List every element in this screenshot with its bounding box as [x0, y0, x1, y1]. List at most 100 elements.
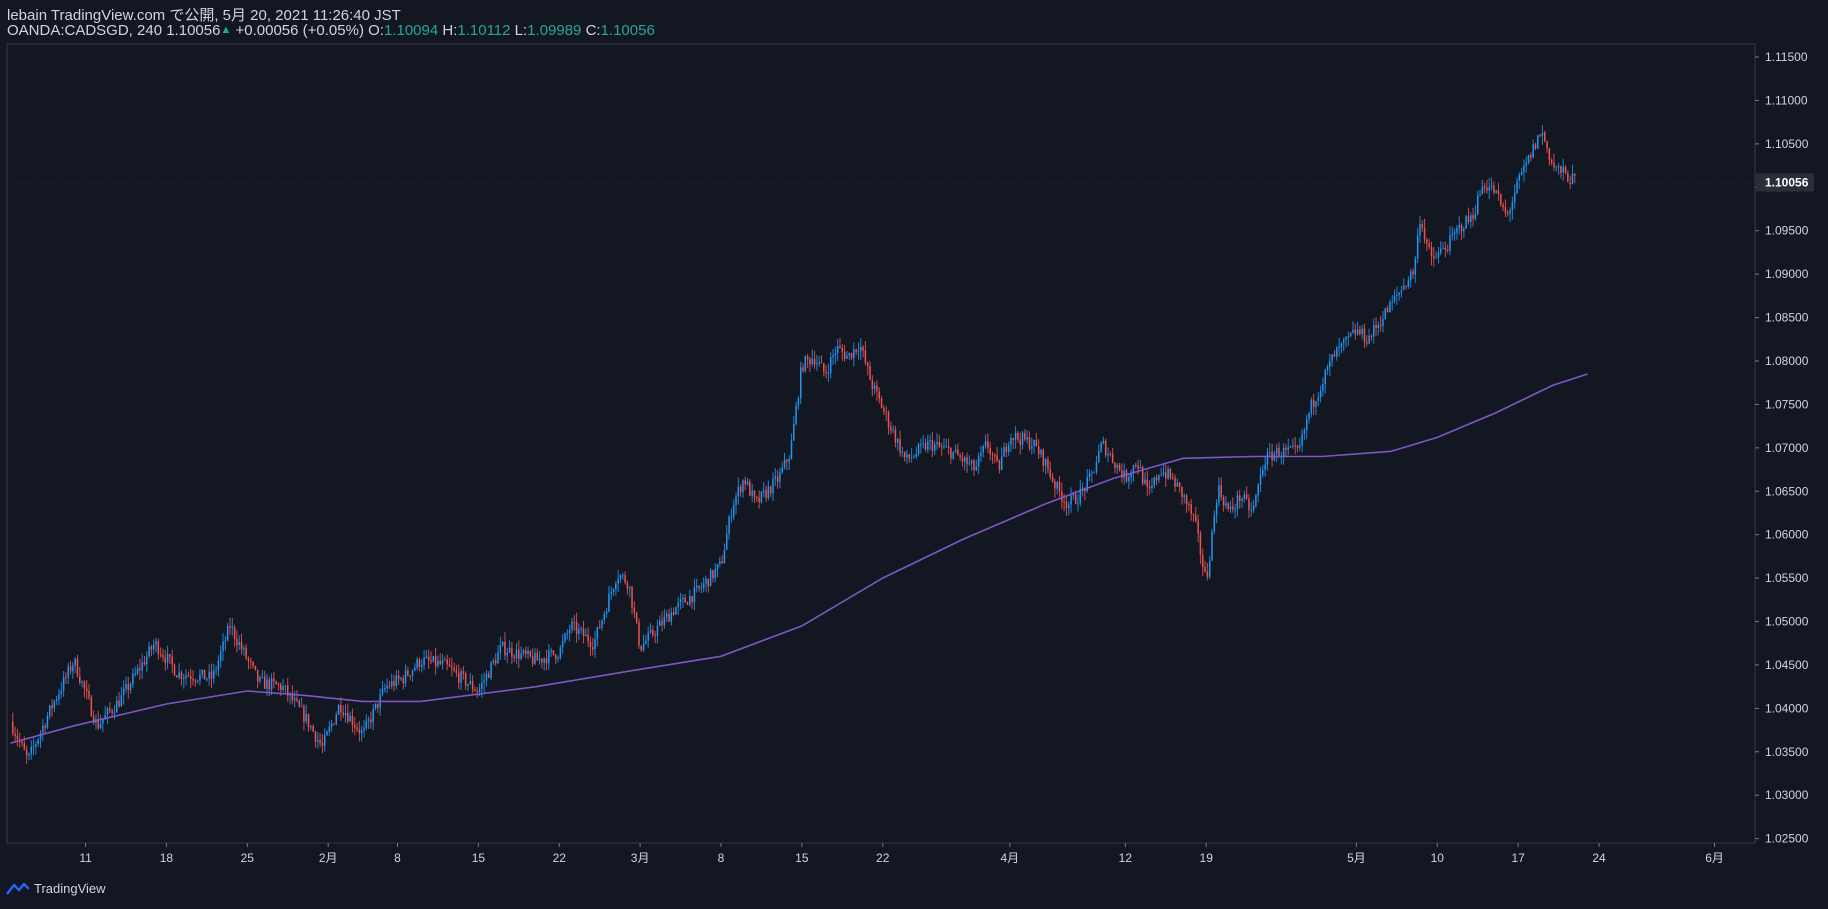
candle-body: [1305, 419, 1308, 431]
candle-body: [883, 408, 885, 412]
candle-body: [439, 660, 441, 664]
x-axis: 11 18 25 2月 8 15 22 3月 8 15 22 4月 12 19 5月 10 17 24 6月: [79, 843, 1724, 865]
candle-body: [894, 429, 897, 443]
candle-body: [1444, 248, 1447, 250]
candle-body: [335, 714, 338, 724]
candle-body: [933, 444, 936, 451]
candle-body: [737, 486, 740, 497]
candle-body: [323, 735, 326, 746]
candle-body: [947, 446, 950, 449]
candle-body: [762, 490, 765, 492]
candle-body: [490, 662, 492, 678]
candle-body: [427, 656, 430, 661]
candle-body: [307, 713, 310, 728]
candle-body: [1007, 445, 1010, 452]
candle-body: [143, 662, 146, 665]
candle-body: [1342, 339, 1345, 344]
candle-body: [1451, 234, 1454, 236]
candle-body: [841, 347, 844, 352]
candle-body: [1100, 443, 1102, 452]
candle-body: [1095, 462, 1098, 472]
candle-body: [1065, 502, 1068, 509]
candle-body: [208, 671, 210, 679]
candle-body: [37, 739, 39, 745]
y-tick-label: 1.02500: [1765, 832, 1809, 846]
candle-body: [263, 676, 266, 689]
candle-body: [652, 629, 654, 635]
candle-body: [1289, 446, 1292, 448]
candle-body: [236, 638, 238, 645]
candle-body: [1340, 343, 1343, 348]
candle-body: [538, 658, 541, 661]
candle-body: [635, 612, 638, 622]
candle-body: [857, 351, 860, 353]
candle-body: [716, 564, 719, 570]
candle-body: [580, 628, 582, 630]
candle-body: [99, 723, 102, 729]
candle-body: [298, 700, 301, 707]
candle-body: [744, 480, 746, 485]
candle-body: [1236, 495, 1239, 509]
candle-body: [488, 673, 490, 678]
candle-body: [173, 664, 176, 676]
candle-body: [1403, 285, 1405, 291]
candle-body: [199, 674, 201, 681]
candle-body: [1232, 506, 1234, 510]
candle-body: [677, 602, 679, 608]
publisher-line: lebain TradingView.com で公開, 5月 20, 2021 …: [7, 4, 401, 25]
candle-body: [1567, 172, 1569, 182]
candle-body: [1368, 335, 1370, 344]
candle-body: [55, 699, 58, 702]
candle-body: [758, 497, 760, 503]
candle-body: [1363, 328, 1366, 343]
candle-body: [853, 349, 855, 359]
candle-body: [206, 678, 208, 680]
candle-body: [862, 346, 864, 351]
candle-body: [1407, 280, 1410, 287]
candle-body: [469, 681, 472, 685]
symbol-text[interactable]: OANDA:CADSGD, 240: [7, 22, 163, 39]
candle-body: [1414, 258, 1417, 275]
candle-body: [1465, 216, 1467, 229]
candle-body: [1467, 216, 1470, 222]
candle-body: [557, 657, 559, 659]
close-label: C:: [585, 22, 601, 39]
candle-body: [1257, 484, 1259, 496]
candle-body: [624, 575, 626, 583]
candle-body: [649, 629, 652, 633]
candle-body: [233, 627, 236, 639]
candle-body: [1012, 437, 1015, 440]
candle-body: [1398, 292, 1400, 295]
candle-body: [1312, 399, 1315, 407]
candle-body: [776, 476, 779, 482]
candle-body: [1040, 449, 1042, 455]
candle-body: [1056, 482, 1058, 489]
candle-body: [460, 671, 462, 683]
candle-body: [483, 680, 485, 683]
candle-body: [1072, 494, 1075, 496]
candle-body: [684, 597, 686, 603]
candle-body: [582, 628, 585, 637]
candle-body: [813, 358, 816, 365]
candle-body: [1213, 515, 1216, 532]
x-tick-label: 24: [1592, 851, 1606, 865]
y-tick-label: 1.04500: [1765, 658, 1809, 672]
candles-group: [12, 125, 1576, 765]
candle-body: [504, 641, 506, 656]
candle-body: [860, 346, 862, 352]
candle-body: [767, 486, 770, 498]
candle-body: [1079, 488, 1082, 504]
candle-body: [127, 683, 130, 691]
candle-body: [243, 647, 245, 650]
candle-body: [1141, 467, 1144, 484]
candle-body: [654, 634, 656, 636]
candle-body: [1109, 453, 1112, 455]
candle-body: [72, 665, 74, 672]
last-price: 1.10056: [166, 22, 221, 39]
tradingview-footer[interactable]: TradingView: [6, 881, 106, 896]
candle-body: [1446, 249, 1449, 251]
candle-body: [506, 652, 509, 656]
candle-body: [201, 669, 203, 675]
candle-body: [663, 616, 666, 626]
